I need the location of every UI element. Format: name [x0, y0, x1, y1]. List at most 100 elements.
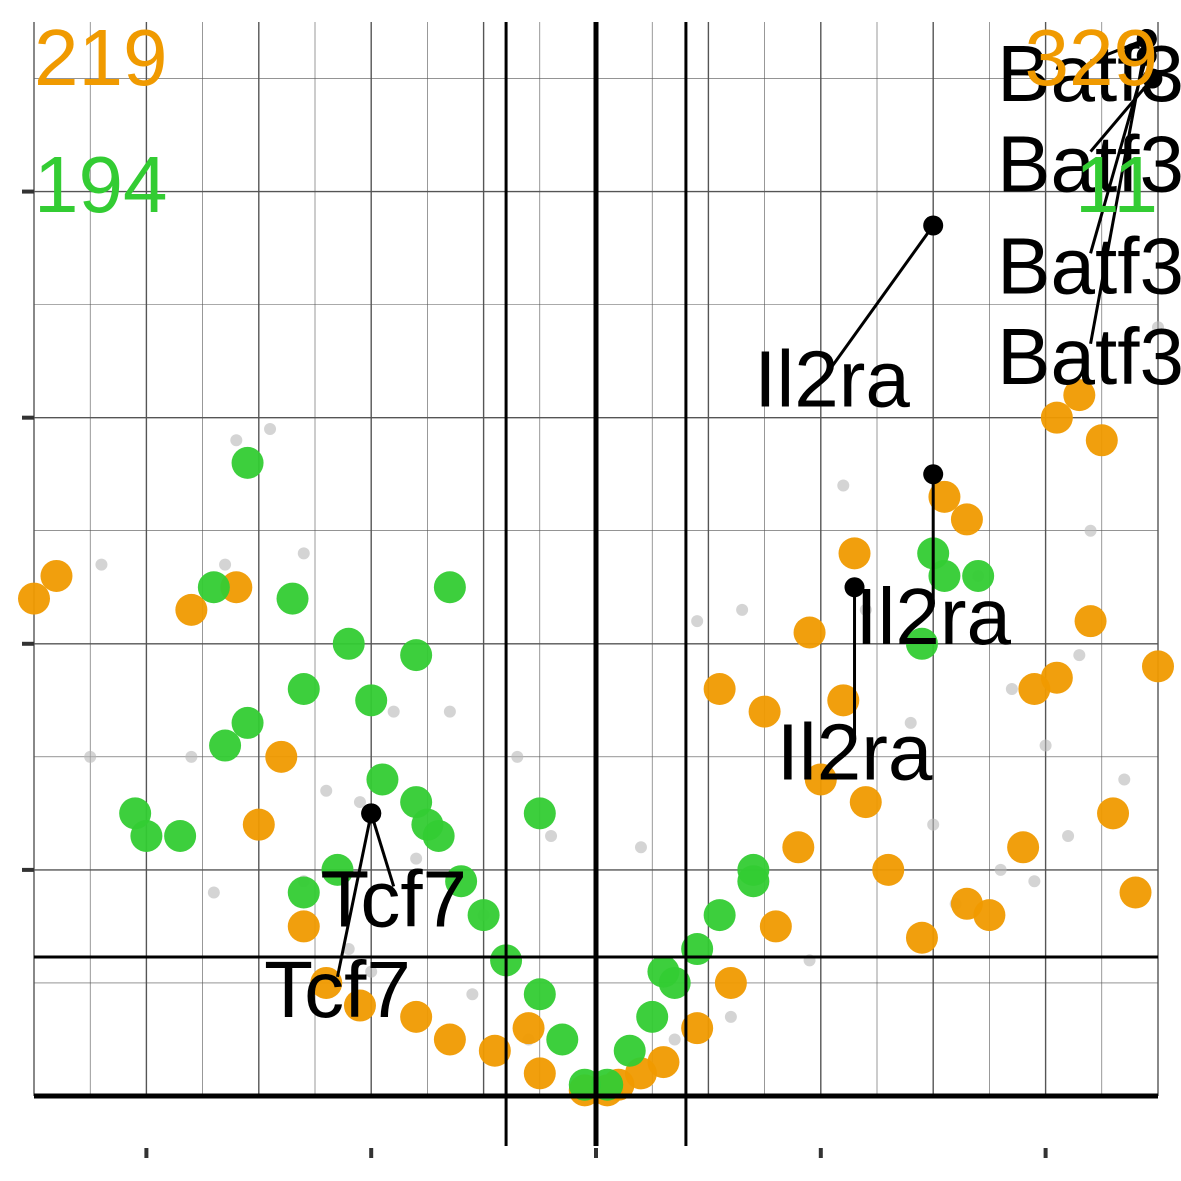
point-up [973, 899, 1006, 932]
point-down [905, 627, 938, 660]
data-points [18, 321, 1174, 1107]
point-not-significant [859, 603, 872, 616]
point-down [321, 853, 354, 886]
point-up [714, 966, 747, 999]
point-down [400, 639, 433, 672]
gene-label-batf3: Batf3 [997, 221, 1181, 310]
point-up [1142, 650, 1174, 683]
point-down [231, 706, 264, 739]
point-down [433, 571, 466, 604]
gene-label-il2ra: Il2ra [754, 334, 910, 423]
point-up [703, 673, 736, 706]
point-up [872, 853, 905, 886]
count-down-left: 194 [34, 140, 167, 229]
point-up [681, 1012, 714, 1045]
point-down [445, 865, 478, 898]
count-down-right: 11 [1075, 140, 1158, 229]
point-up [265, 740, 298, 773]
point-not-significant [219, 558, 232, 571]
point-down [287, 876, 320, 909]
point-not-significant [410, 852, 423, 865]
point-down [591, 1068, 624, 1101]
point-not-significant [634, 841, 647, 854]
point-up [1040, 401, 1073, 434]
point-up [804, 763, 837, 796]
point-down [546, 1023, 579, 1056]
labelled-point [923, 464, 944, 485]
point-up [18, 582, 50, 615]
point-up [40, 559, 73, 592]
point-not-significant [1073, 649, 1086, 662]
point-not-significant [84, 750, 97, 763]
point-down [130, 819, 163, 852]
point-not-significant [320, 784, 333, 797]
point-up [759, 910, 792, 943]
gene-label-il2ra: Il2ra [777, 707, 933, 796]
point-down [411, 808, 444, 841]
point-not-significant [1062, 829, 1075, 842]
label-connector [1089, 77, 1154, 153]
point-up [343, 989, 376, 1022]
point-up [242, 808, 275, 841]
point-not-significant [342, 943, 355, 956]
point-up [400, 1000, 433, 1033]
gene-label-il2ra: Il2ra [855, 572, 1011, 661]
point-up [310, 966, 343, 999]
point-down [636, 1000, 669, 1033]
point-down [962, 559, 995, 592]
point-not-significant [1039, 739, 1052, 752]
labelled-point [844, 577, 865, 598]
gene-label-tcf7: Tcf7 [320, 854, 467, 943]
threshold-lines [34, 22, 1158, 1146]
point-not-significant [724, 1010, 737, 1023]
point-not-significant [691, 615, 704, 628]
point-not-significant [353, 796, 366, 809]
point-not-significant [443, 705, 456, 718]
point-not-significant [1084, 524, 1097, 537]
point-not-significant [545, 829, 558, 842]
labelled-point [1142, 68, 1163, 89]
labelled-point [923, 215, 944, 236]
point-down [231, 446, 264, 479]
point-not-significant [511, 750, 524, 763]
point-down [164, 819, 197, 852]
point-down [332, 627, 365, 660]
axis-ticks [22, 189, 1048, 1158]
point-not-significant [207, 886, 220, 899]
point-not-significant [668, 1033, 681, 1046]
point-up [793, 616, 826, 649]
point-down [355, 684, 388, 717]
point-up [287, 910, 320, 943]
gene-label-batf3: Batf3 [997, 120, 1181, 209]
point-not-significant [297, 547, 310, 560]
point-down [613, 1034, 646, 1067]
labelled-point [1136, 28, 1157, 49]
point-up [849, 786, 882, 819]
point-up [1074, 605, 1107, 638]
point-not-significant [466, 988, 479, 1001]
label-connector [1089, 38, 1149, 345]
point-down [366, 763, 399, 796]
point-down [568, 1068, 601, 1101]
point-up [905, 921, 938, 954]
point-down [737, 853, 770, 886]
point-down [197, 571, 230, 604]
point-up [512, 1012, 545, 1045]
point-down [523, 797, 556, 830]
label-connector [830, 224, 935, 368]
label-connector [369, 812, 396, 887]
point-up [1040, 661, 1073, 694]
point-not-significant [264, 422, 277, 435]
point-up [1085, 424, 1118, 457]
point-up [433, 1023, 466, 1056]
point-not-significant [994, 863, 1007, 876]
point-not-significant [1028, 875, 1041, 888]
point-down [287, 673, 320, 706]
point-not-significant [230, 434, 243, 447]
point-down [703, 899, 736, 932]
point-up [478, 1034, 511, 1067]
point-not-significant [95, 558, 108, 571]
point-up [782, 831, 815, 864]
